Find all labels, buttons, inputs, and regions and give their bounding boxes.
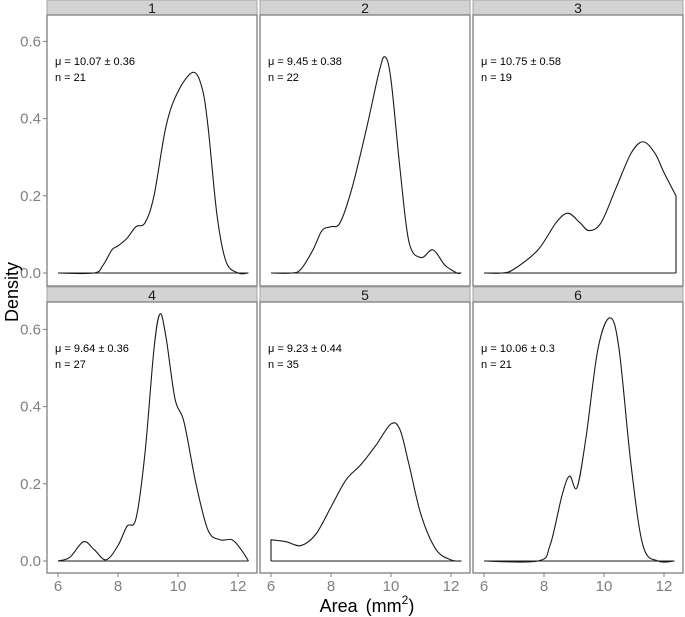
density-curve — [57, 71, 248, 275]
annotation-n: n = 22 — [268, 72, 299, 84]
strip-label: 2 — [361, 0, 369, 16]
panel-border — [472, 301, 684, 574]
annotation-mean: μ = 10.75 ± 0.58 — [481, 56, 561, 68]
panel-1: 1 μ = 10.07 ± 0.36 n = 21 0.0 0.2 0.4 0.6 — [20, 0, 258, 287]
strip-label: 4 — [148, 287, 156, 303]
strip-label: 3 — [574, 0, 582, 16]
density-curve — [270, 56, 462, 275]
panel-5: 5 μ = 9.23 ± 0.44 n = 35 6 8 10 12 — [259, 286, 471, 595]
panel-border — [46, 301, 258, 574]
density-curve — [270, 422, 462, 562]
annotation-mean: μ = 9.45 ± 0.38 — [268, 56, 342, 68]
x-tick-label: 6 — [54, 578, 62, 595]
panel-border — [46, 14, 258, 287]
y-axis-title: Density — [2, 262, 22, 322]
x-tick-label: 12 — [656, 578, 673, 595]
x-tick-label: 10 — [596, 578, 613, 595]
x-tick-label: 12 — [230, 578, 247, 595]
x-tick-label: 6 — [267, 578, 275, 595]
panel-border — [472, 14, 684, 287]
panel-border — [259, 14, 471, 287]
annotation-mean: μ = 10.07 ± 0.36 — [55, 56, 135, 68]
y-tick-label: 0.0 — [20, 553, 41, 570]
strip-label: 1 — [148, 0, 156, 16]
y-tick-label: 0.4 — [20, 111, 41, 128]
x-tick-label: 6 — [480, 578, 488, 595]
y-tick-label: 0.2 — [20, 188, 41, 205]
x-tick-label: 8 — [327, 578, 335, 595]
y-tick-label: 0.0 — [20, 265, 41, 282]
annotation-mean: μ = 10.06 ± 0.3 — [481, 343, 555, 355]
annotation-n: n = 27 — [55, 359, 86, 371]
strip-label: 6 — [574, 287, 582, 303]
annotation-n: n = 35 — [268, 359, 299, 371]
x-axis-title: Area (mm2) — [320, 593, 415, 616]
x-tick-label: 8 — [114, 578, 122, 595]
x-tick-label: 8 — [540, 578, 548, 595]
y-tick-label: 0.6 — [20, 321, 41, 338]
x-tick-label: 10 — [383, 578, 400, 595]
annotation-n: n = 19 — [481, 72, 512, 84]
panel-3: 3 μ = 10.75 ± 0.58 n = 19 — [472, 0, 684, 287]
strip-label: 5 — [361, 287, 369, 303]
density-curve — [57, 313, 249, 562]
panel-border — [259, 301, 471, 574]
annotation-mean: μ = 9.64 ± 0.36 — [55, 343, 129, 355]
y-tick-label: 0.2 — [20, 476, 41, 493]
density-curve — [483, 141, 677, 274]
annotation-n: n = 21 — [481, 359, 512, 371]
density-curve — [483, 317, 675, 563]
panel-4: 4 μ = 9.64 ± 0.36 n = 27 0.0 0.2 0.4 0.6 6 8 10 12 — [20, 286, 258, 595]
panel-6: 6 μ = 10.06 ± 0.3 n = 21 6 8 10 12 — [472, 286, 684, 595]
x-tick-label: 12 — [443, 578, 460, 595]
panel-2: 2 μ = 9.45 ± 0.38 n = 22 — [259, 0, 471, 287]
x-tick-label: 10 — [170, 578, 187, 595]
annotation-mean: μ = 9.23 ± 0.44 — [268, 343, 342, 355]
y-tick-label: 0.6 — [20, 33, 41, 50]
annotation-n: n = 21 — [55, 72, 86, 84]
y-tick-label: 0.4 — [20, 399, 41, 416]
